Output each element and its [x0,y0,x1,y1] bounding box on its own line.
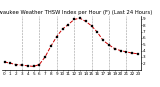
Title: Milwaukee Weather THSW Index per Hour (F) (Last 24 Hours): Milwaukee Weather THSW Index per Hour (F… [0,10,152,15]
